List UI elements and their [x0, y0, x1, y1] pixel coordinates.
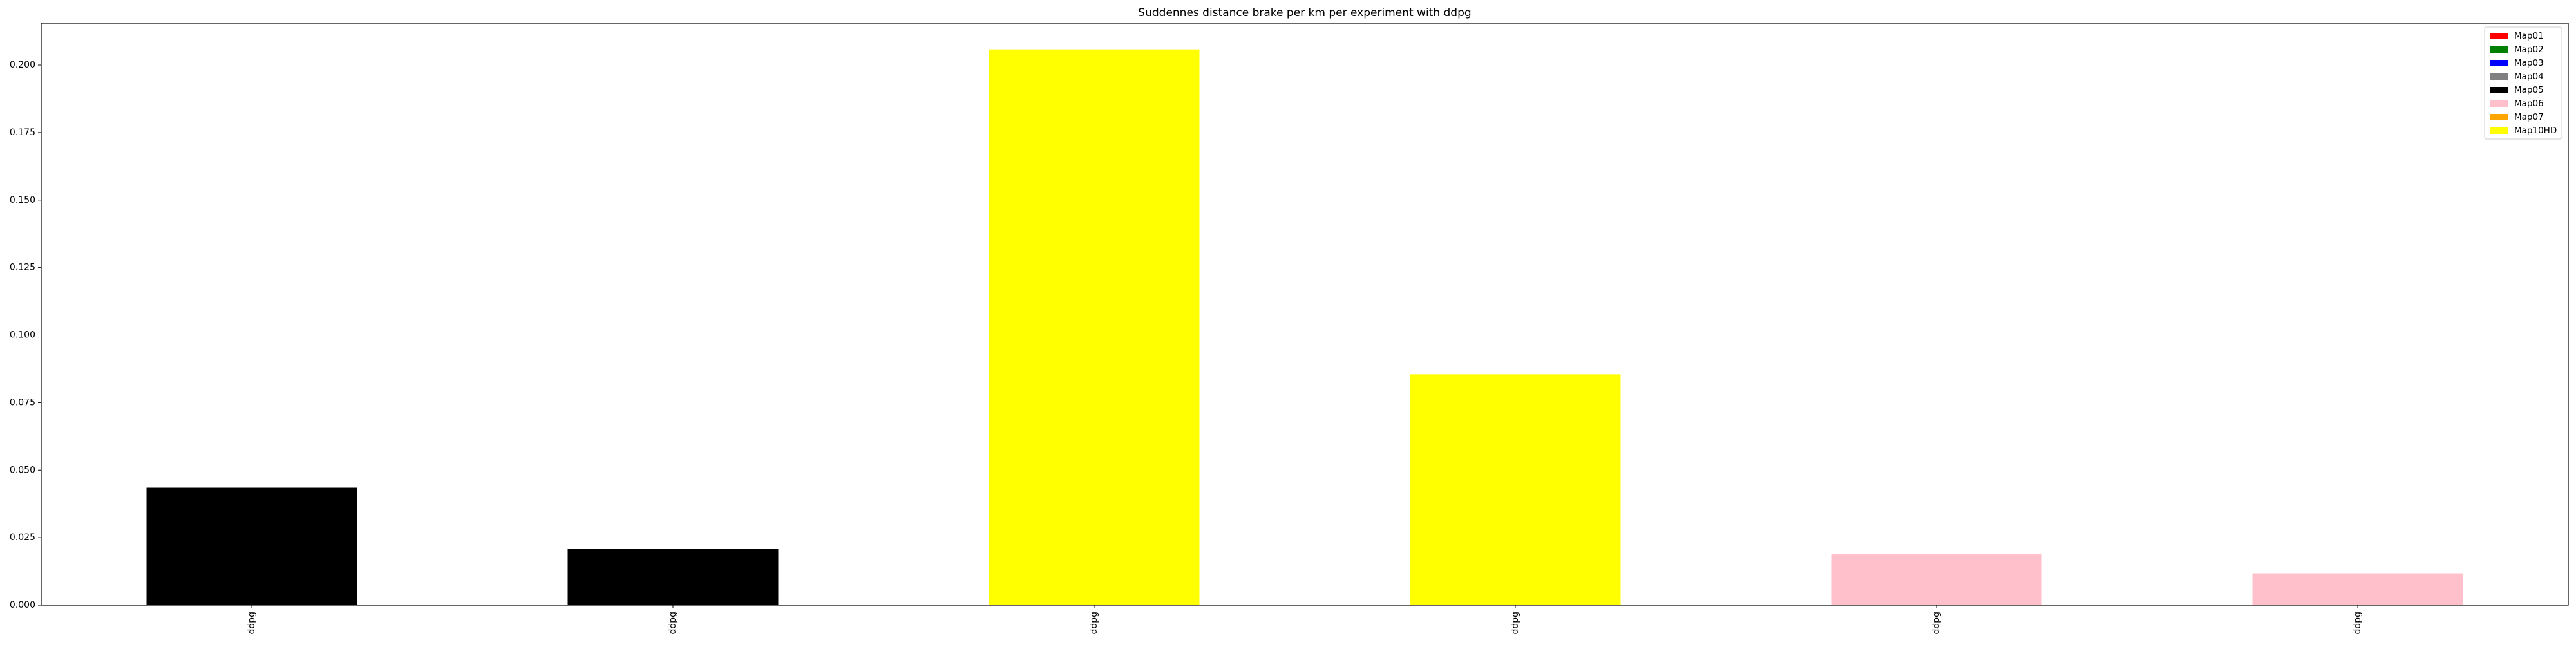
y-tick-label-2: 0.025 [10, 532, 35, 543]
legend: Map01 Map02 Map03 Map04 Map05 Map06 Map07 Map10… [2484, 26, 2562, 140]
legend-swatch-6 [2490, 100, 2508, 107]
x-tick-label-5: ddpg [1931, 612, 1942, 635]
y-tick-label-1: 0.000 [10, 600, 35, 610]
y-tick-label-5: 0.100 [10, 330, 35, 341]
y-tick-label-6: 0.125 [10, 263, 35, 273]
legend-swatch-4 [2490, 73, 2508, 80]
legend-label-1: Map01 [2514, 31, 2544, 41]
y-tick-label-7: 0.150 [10, 195, 35, 205]
y-tick-label-8: 0.175 [10, 127, 35, 138]
legend-swatch-7 [2490, 114, 2508, 120]
legend-swatch-5 [2490, 87, 2508, 93]
legend-label-5: Map05 [2514, 85, 2544, 95]
bar-5 [1831, 554, 2042, 605]
legend-label-7: Map07 [2514, 112, 2544, 122]
legend-label-2: Map02 [2514, 44, 2544, 55]
y-tick-label-3: 0.050 [10, 465, 35, 475]
x-tick-label-6: ddpg [2353, 612, 2363, 635]
bar-6 [2252, 573, 2463, 605]
bar-1 [146, 487, 357, 605]
x-tick-label-2: ddpg [668, 612, 678, 635]
legend-swatch-3 [2490, 60, 2508, 66]
x-tick-label-3: ddpg [1089, 612, 1099, 635]
legend-swatch-1 [2490, 33, 2508, 39]
bar-2 [567, 549, 779, 605]
legend-label-8: Map10HD [2514, 126, 2557, 136]
bar-4 [1410, 374, 1621, 605]
plot-frame [41, 23, 2569, 606]
legend-swatch-2 [2490, 46, 2508, 53]
legend-box [2484, 26, 2562, 140]
x-tick-label-1: ddpg [247, 612, 257, 635]
legend-swatch-8 [2490, 127, 2508, 134]
legend-label-4: Map04 [2514, 71, 2544, 82]
legend-label-3: Map03 [2514, 58, 2544, 68]
legend-label-6: Map06 [2514, 98, 2544, 109]
chart-title: Suddennes distance brake per km per expe… [1138, 6, 1471, 19]
y-tick-label-9: 0.200 [10, 60, 35, 70]
bar-3 [989, 49, 1200, 605]
x-tick-label-4: ddpg [1510, 612, 1520, 635]
y-tick-label-4: 0.075 [10, 397, 35, 408]
